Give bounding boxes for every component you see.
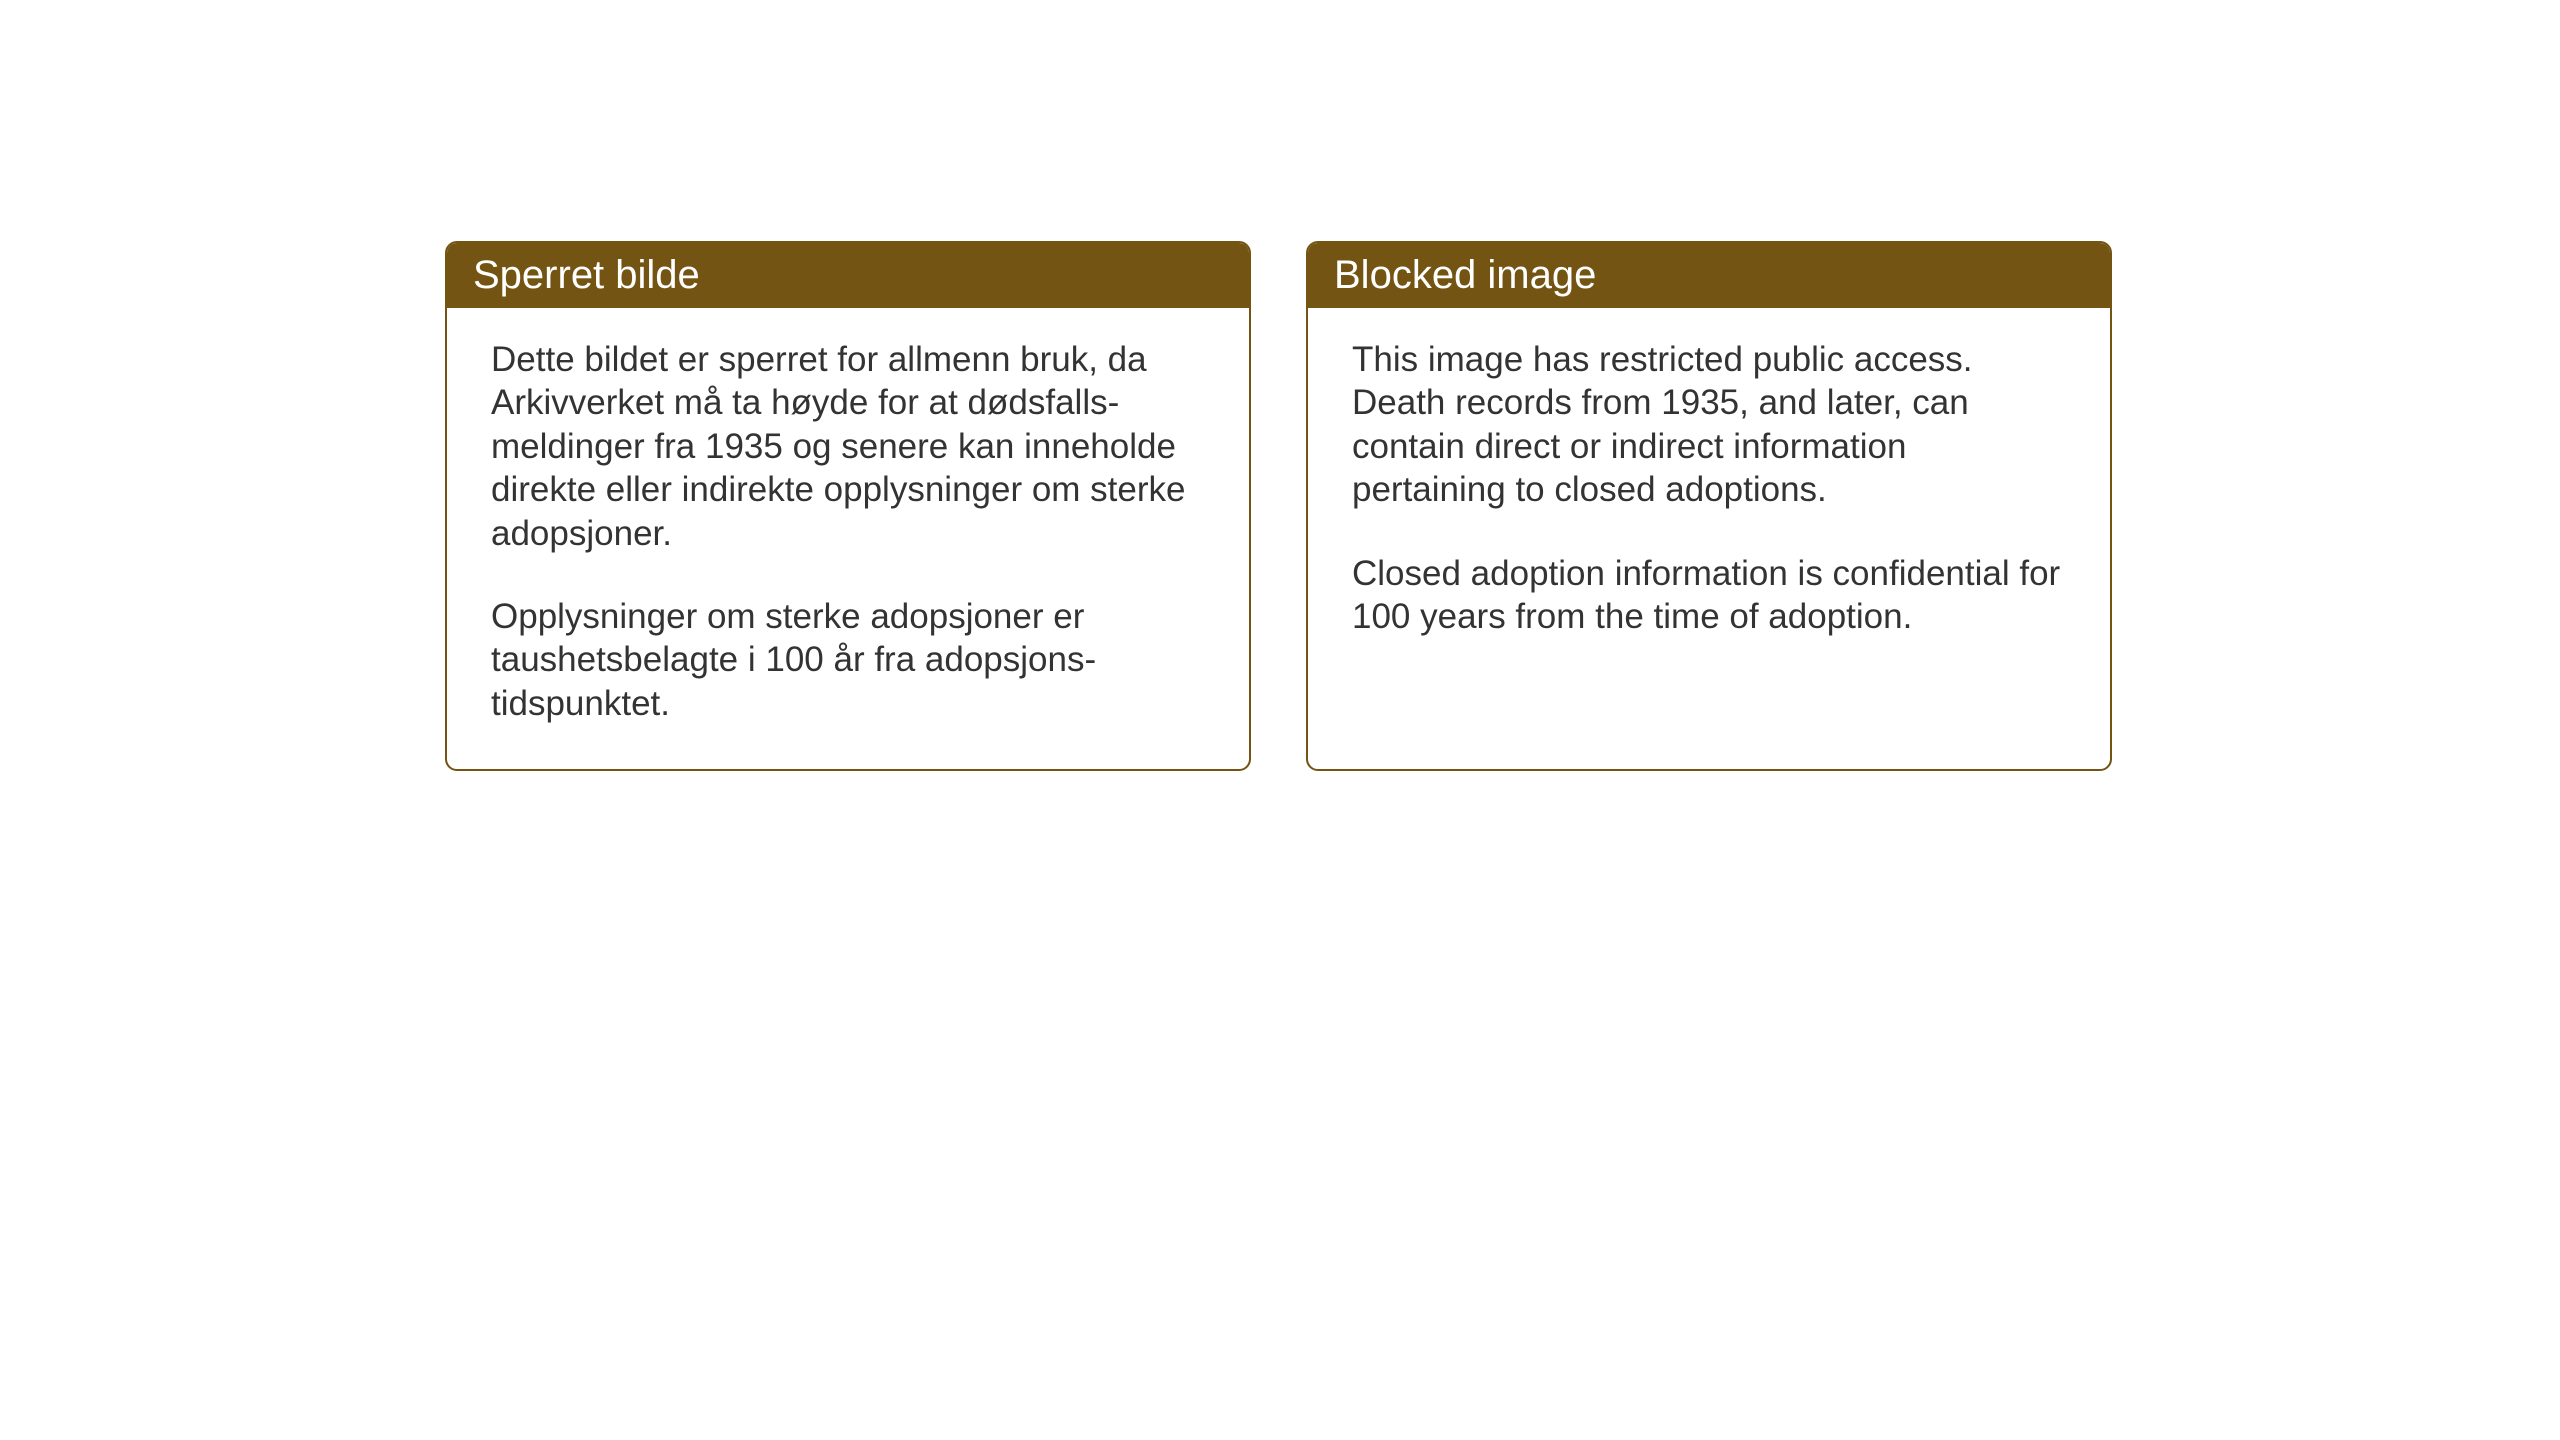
card-body-english: This image has restricted public access.… (1308, 308, 2110, 682)
card-body-norwegian: Dette bildet er sperret for allmenn bruk… (447, 308, 1249, 769)
card-header-norwegian: Sperret bilde (447, 243, 1249, 308)
card-paragraph-1-norwegian: Dette bildet er sperret for allmenn bruk… (491, 338, 1205, 555)
card-paragraph-1-english: This image has restricted public access.… (1352, 338, 2066, 512)
card-norwegian: Sperret bilde Dette bildet er sperret fo… (445, 241, 1251, 771)
card-paragraph-2-norwegian: Opplysninger om sterke adopsjoner er tau… (491, 595, 1205, 725)
card-title-norwegian: Sperret bilde (473, 253, 700, 297)
card-title-english: Blocked image (1334, 253, 1596, 297)
card-paragraph-2-english: Closed adoption information is confident… (1352, 552, 2066, 639)
cards-container: Sperret bilde Dette bildet er sperret fo… (445, 241, 2112, 771)
card-english: Blocked image This image has restricted … (1306, 241, 2112, 771)
card-header-english: Blocked image (1308, 243, 2110, 308)
